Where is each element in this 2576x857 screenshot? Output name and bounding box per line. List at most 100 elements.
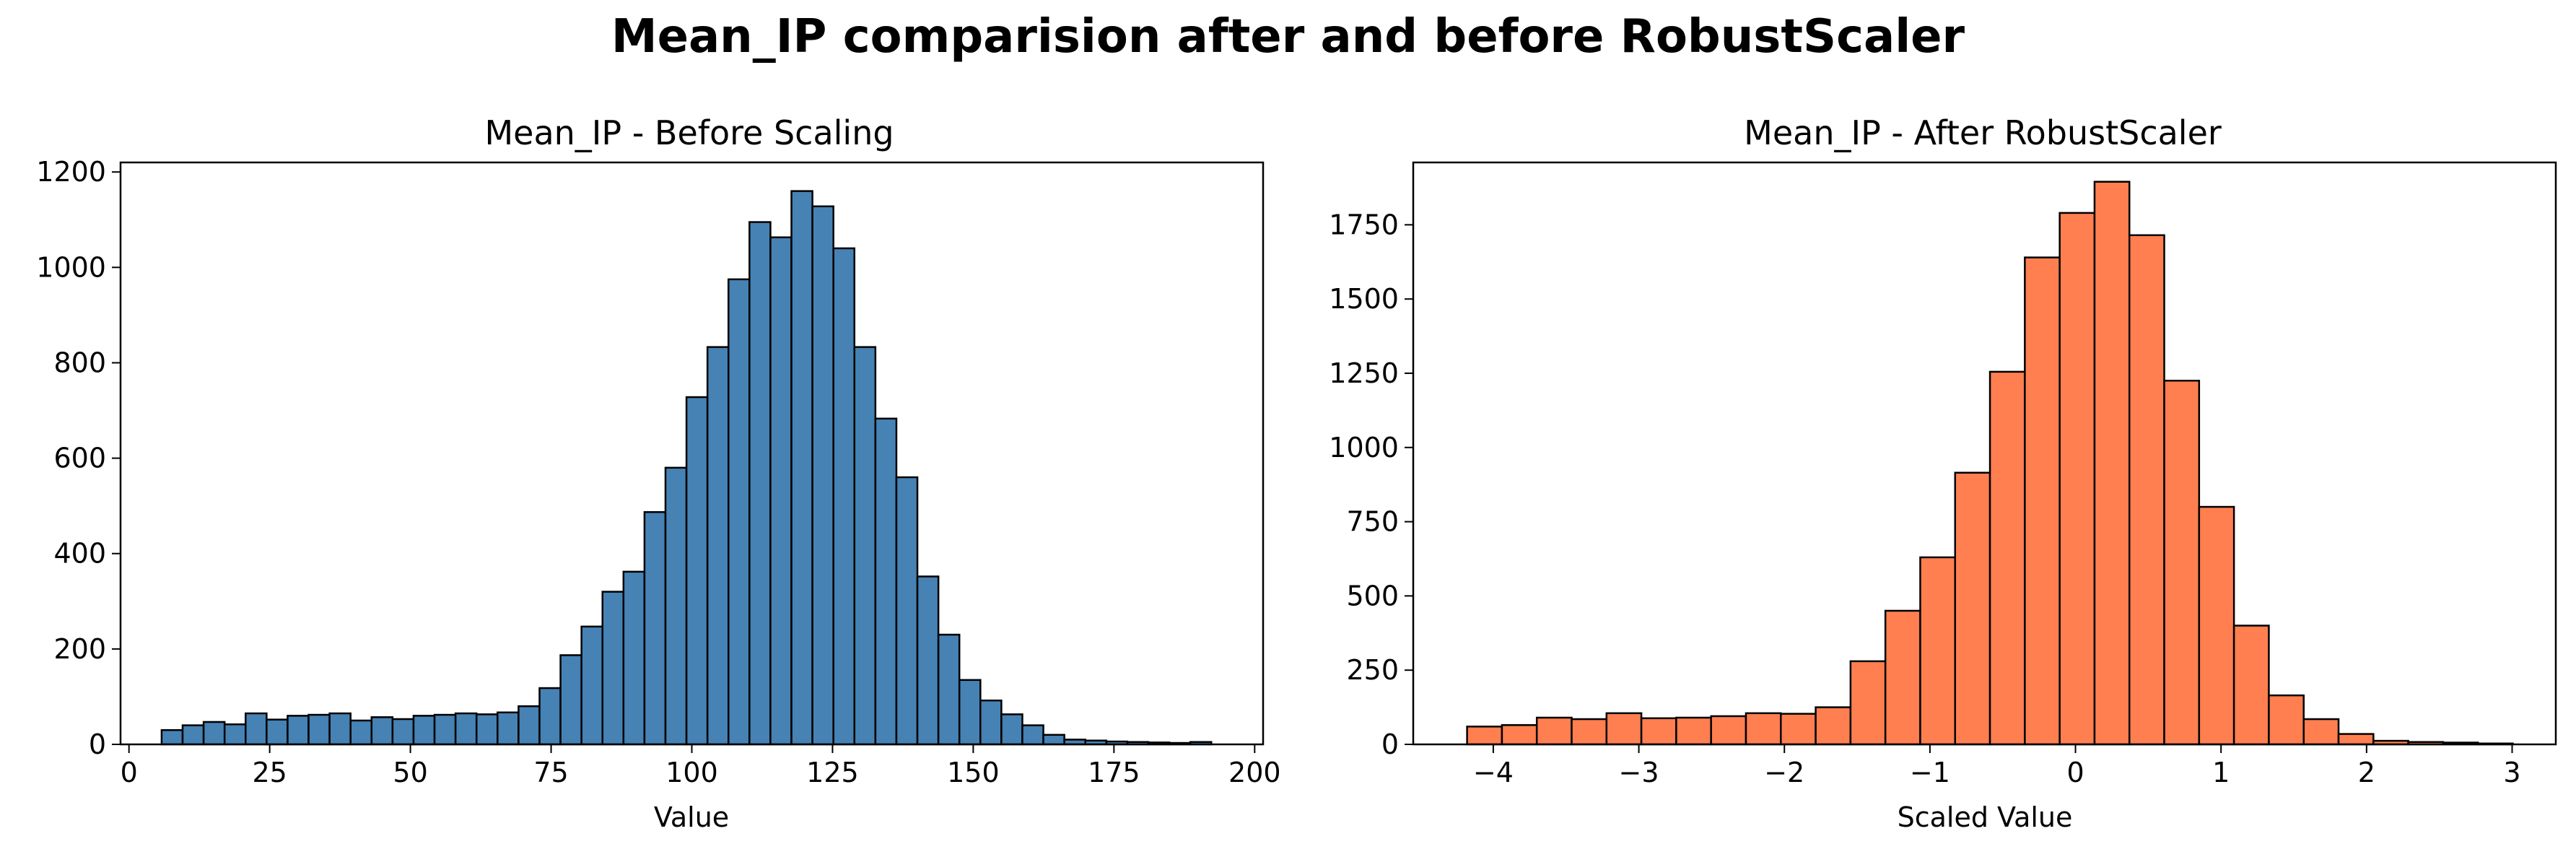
histogram-bar	[832, 247, 856, 746]
histogram-bar	[181, 724, 205, 746]
histogram-bar	[328, 712, 352, 746]
y-tick-label: 500	[1346, 580, 1399, 612]
histogram-bar	[1988, 370, 2026, 746]
histogram-bar	[202, 721, 226, 746]
histogram-bar	[728, 278, 751, 746]
x-tick-label: −2	[1764, 757, 1804, 788]
histogram-bar	[245, 712, 268, 746]
x-tick-label: 125	[806, 757, 859, 788]
histogram-bars	[160, 190, 1213, 746]
histogram-bar	[790, 190, 813, 746]
histogram-bar	[958, 679, 982, 746]
histogram-bar	[2024, 256, 2061, 746]
y-tick-label: 200	[53, 633, 106, 665]
histogram-bar	[2093, 180, 2131, 746]
x-tick-label: 3	[2503, 757, 2520, 788]
histogram-bar	[538, 687, 562, 746]
chart-title: Mean_IP - Before Scaling	[484, 113, 894, 152]
histogram-bar	[2302, 718, 2340, 746]
histogram-bar	[643, 511, 667, 746]
histogram-bar	[1042, 734, 1065, 746]
histogram-bar	[2128, 234, 2165, 746]
y-tick-label: 600	[53, 443, 106, 474]
histogram-bar	[518, 705, 541, 746]
x-tick-label: −1	[1910, 757, 1950, 788]
histogram-bar	[580, 625, 603, 746]
y-tick-label: 1000	[1329, 432, 1399, 464]
y-axis: 0 200 400 600 800 1000 1200	[36, 156, 121, 760]
histogram-bar	[874, 417, 898, 746]
histogram-bar	[769, 236, 793, 746]
y-tick-label: 0	[89, 728, 106, 760]
histogram-bar	[2198, 505, 2235, 746]
histogram-bar	[1466, 726, 1503, 746]
x-tick-label: −4	[1473, 757, 1514, 788]
x-tick-label: 25	[252, 757, 287, 788]
histogram-bar	[685, 396, 709, 746]
x-tick-label: 50	[393, 757, 427, 788]
histogram-bar	[748, 221, 772, 746]
histogram-bar	[1640, 717, 1677, 746]
histogram-bar	[1605, 712, 1643, 746]
histogram-bar	[1501, 724, 1538, 746]
y-tick-label: 1250	[1329, 357, 1399, 389]
histogram-bar	[1780, 713, 1817, 746]
histogram-bar	[1675, 716, 1712, 746]
histogram-bar	[1884, 609, 1921, 746]
histogram-bar	[497, 711, 520, 746]
histogram-bar	[160, 728, 184, 746]
x-tick-label: 0	[121, 757, 138, 788]
histogram-bar	[2268, 694, 2305, 746]
histogram-bar	[475, 713, 499, 746]
y-axis: 0 250 500 750 1000 1250 1500 1750	[1329, 209, 1413, 760]
y-tick-label: 400	[53, 538, 106, 570]
histogram-bar	[412, 715, 436, 746]
histogram-bar	[1710, 715, 1747, 746]
y-tick-label: 750	[1346, 506, 1399, 538]
y-tick-label: 0	[1381, 728, 1399, 760]
chart-before-scaling: Mean_IP - Before Scaling 0 25 50 75 100 125 15…	[36, 113, 1280, 833]
histogram-bar	[622, 570, 646, 746]
x-axis-label: Scaled Value	[1898, 801, 2073, 833]
histogram-bar	[1815, 706, 1852, 746]
histogram-bar	[1021, 724, 1044, 746]
histogram-bar	[664, 466, 688, 746]
histogram-bar	[454, 712, 478, 746]
y-tick-label: 1200	[36, 156, 106, 188]
histogram-bar	[2337, 733, 2375, 746]
histogram-bar	[1954, 471, 1991, 746]
histogram-bar	[307, 713, 331, 746]
histogram-bar	[1849, 660, 1887, 746]
histogram-bar	[2058, 212, 2096, 746]
histogram-bar	[895, 476, 919, 746]
x-tick-label: 75	[533, 757, 568, 788]
y-tick-label: 800	[53, 347, 106, 378]
x-tick-label: 200	[1228, 757, 1281, 788]
histogram-bar	[223, 723, 247, 746]
histogram-bar	[370, 716, 394, 746]
y-tick-label: 1000	[36, 251, 106, 283]
histogram-bar	[1535, 716, 1573, 746]
histogram-bar	[979, 699, 1003, 746]
x-tick-label: 175	[1088, 757, 1140, 788]
x-axis: −4 −3 −2 −1 0 1 2 3	[1473, 744, 2521, 788]
histogram-bar	[1919, 556, 1957, 746]
histogram-bar	[937, 633, 961, 746]
histogram-bar	[811, 205, 834, 746]
histogram-bar	[2163, 380, 2201, 746]
histogram-bars	[1466, 180, 2514, 746]
histogram-bar	[1571, 718, 1608, 746]
x-tick-label: 100	[665, 757, 718, 788]
chart-title: Mean_IP - After RobustScaler	[1744, 113, 2222, 152]
x-tick-label: −3	[1619, 757, 1659, 788]
histogram-bar	[349, 719, 373, 746]
histogram-bar	[601, 591, 625, 746]
histogram-bar	[706, 346, 730, 746]
x-tick-label: 2	[2358, 757, 2375, 788]
y-tick-label: 1750	[1329, 209, 1399, 240]
histogram-bar	[433, 713, 457, 746]
histogram-bar	[266, 718, 289, 746]
figure-title: Mean_IP comparision after and before Rob…	[611, 10, 1965, 64]
x-axis-label: Value	[654, 801, 729, 833]
